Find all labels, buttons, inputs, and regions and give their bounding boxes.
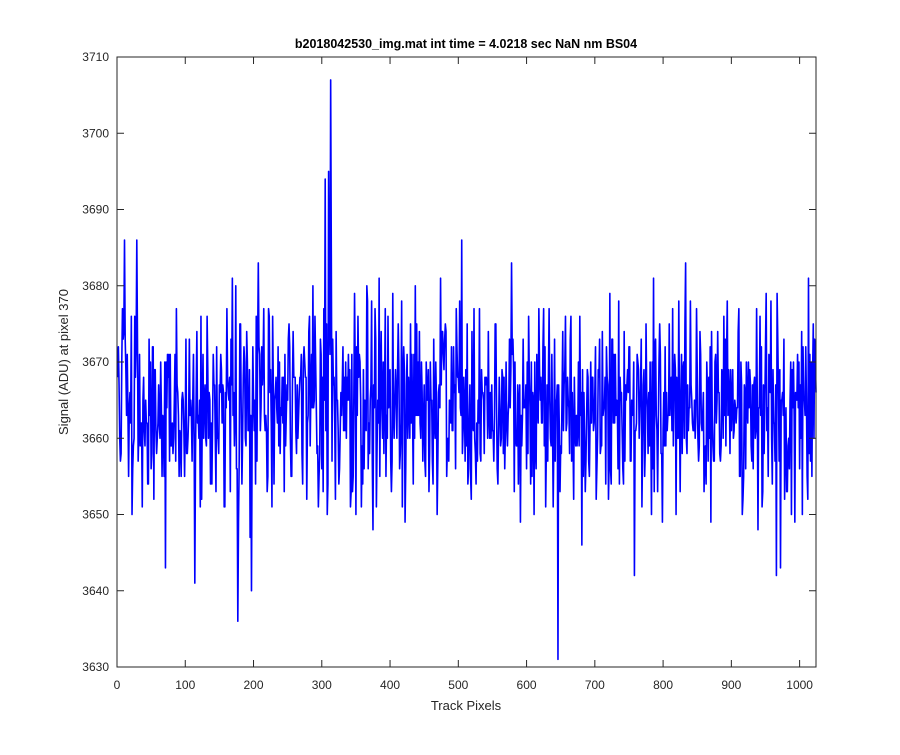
x-tick-label: 400 [380,678,400,692]
x-tick-label: 200 [244,678,264,692]
y-tick-label: 3660 [82,431,109,445]
x-tick-label: 0 [114,678,121,692]
x-tick-label: 100 [175,678,195,692]
y-tick-label: 3700 [82,126,109,140]
x-tick-label: 700 [585,678,605,692]
y-tick-label: 3710 [82,50,109,64]
y-tick-label: 3650 [82,508,109,522]
x-tick-label: 1000 [786,678,813,692]
x-tick-label: 800 [653,678,673,692]
x-tick-label: 900 [721,678,741,692]
y-tick-label: 3640 [82,584,109,598]
y-tick-label: 3670 [82,355,109,369]
y-axis-label: Signal (ADU) at pixel 370 [56,289,71,435]
y-tick-label: 3680 [82,279,109,293]
chart-title: b2018042530_img.mat int time = 4.0218 se… [295,37,637,51]
y-tick-label: 3630 [82,660,109,674]
y-tick-label: 3690 [82,203,109,217]
axis-ticks: 0 100 200 300 400 500 600 700 800 900 1000 3630 3640… [82,50,816,692]
signal-series-line [116,79,817,661]
x-axis-label: Track Pixels [431,698,502,713]
x-tick-label: 600 [517,678,537,692]
x-tick-label: 500 [448,678,468,692]
x-tick-label: 300 [312,678,332,692]
